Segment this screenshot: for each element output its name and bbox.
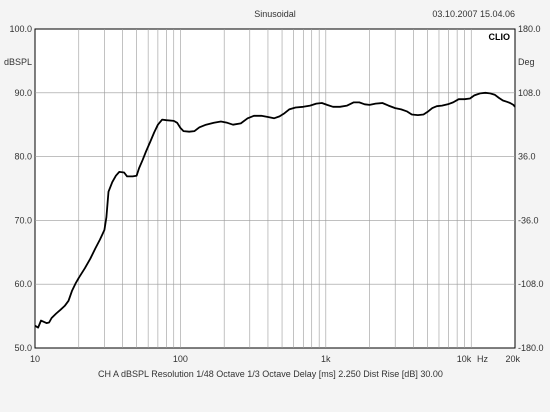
right-axis-unit: Deg	[518, 57, 535, 67]
y2-tick-label: 36.0	[518, 152, 536, 162]
x-tick-label: 100	[173, 354, 188, 364]
y-tick-label: 100.0	[9, 24, 32, 34]
x-axis-unit: Hz	[477, 354, 488, 364]
clio-logo: CLIO	[489, 32, 511, 42]
x-tick-label: 10	[30, 354, 40, 364]
chart-title: Sinusoidal	[254, 9, 296, 19]
y2-tick-label: -108.0	[518, 279, 544, 289]
y-tick-label: 90.0	[14, 88, 32, 98]
y-tick-label: 50.0	[14, 343, 32, 353]
y2-tick-label: -180.0	[518, 343, 544, 353]
plot-area	[35, 29, 515, 348]
y-tick-label: 80.0	[14, 152, 32, 162]
y-tick-label: 60.0	[14, 279, 32, 289]
y-tick-label: 70.0	[14, 215, 32, 225]
y2-tick-label: 108.0	[518, 88, 541, 98]
timestamp: 03.10.2007 15.04.06	[432, 9, 515, 19]
x-tick-label: 1k	[321, 354, 331, 364]
x-tick-label: 20k	[505, 354, 520, 364]
x-tick-label: 10k	[457, 354, 472, 364]
y2-tick-label: 180.0	[518, 24, 541, 34]
y2-tick-label: -36.0	[518, 215, 539, 225]
footer-settings: CH A dBSPL Resolution 1/48 Octave 1/3 Oc…	[98, 369, 443, 379]
left-axis-unit: dBSPL	[4, 57, 32, 67]
